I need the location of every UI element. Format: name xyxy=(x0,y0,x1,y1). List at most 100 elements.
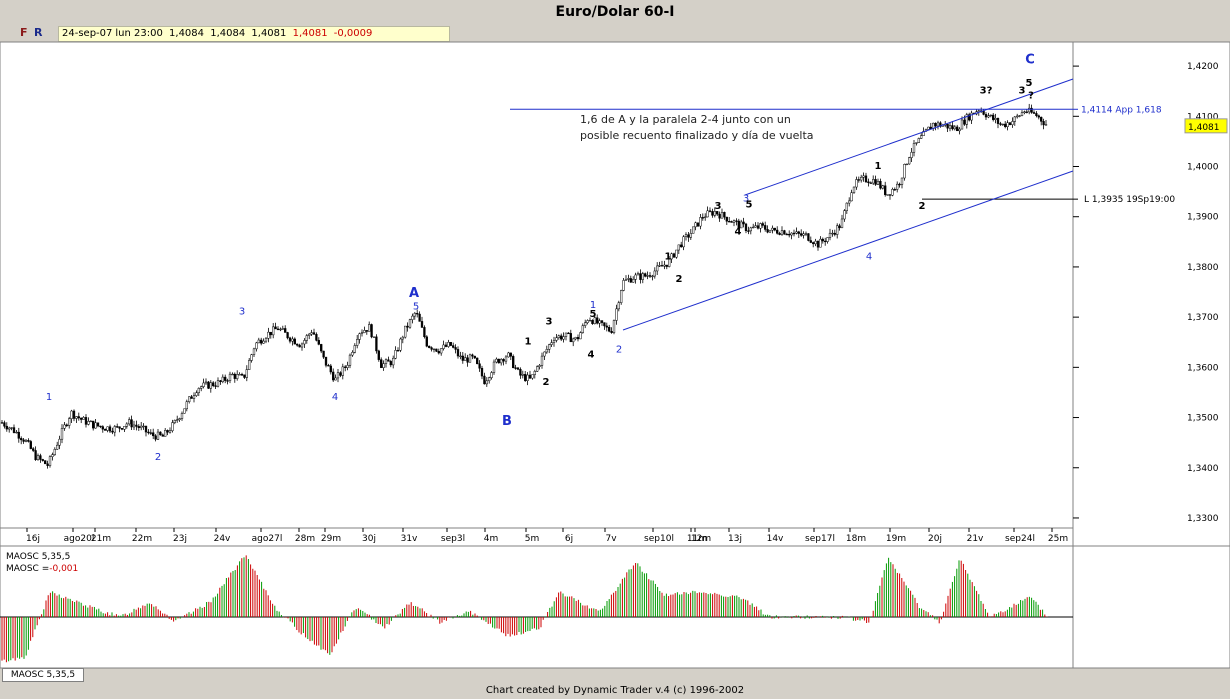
candle-body xyxy=(401,336,404,340)
candle-body xyxy=(689,233,692,238)
candle-body xyxy=(48,456,52,466)
candle-body xyxy=(399,338,402,351)
candle-body xyxy=(946,123,949,129)
candle-body xyxy=(372,336,376,338)
candle-body xyxy=(550,342,553,345)
candle-body xyxy=(80,417,83,420)
candle-body xyxy=(845,202,848,211)
candle-body xyxy=(936,122,940,127)
candle-body xyxy=(780,230,784,235)
y-tick-label: 1,4000 xyxy=(1187,163,1219,173)
candle-body xyxy=(567,332,570,335)
candle-body xyxy=(996,118,1000,124)
candle-body xyxy=(1025,111,1028,113)
candle-body xyxy=(166,430,169,433)
oscillator-tab[interactable]: MAOSC 5,35,5 xyxy=(2,668,84,682)
candle-body xyxy=(413,313,416,317)
x-tick-label: 29m xyxy=(321,534,341,544)
candle-body xyxy=(437,351,440,354)
candle-body xyxy=(888,194,892,196)
f-button[interactable]: F xyxy=(20,26,28,39)
candle-body xyxy=(416,313,419,315)
candle-body xyxy=(255,342,258,350)
x-tick-label: 4m xyxy=(484,534,499,544)
x-tick-label: 20j xyxy=(928,534,942,544)
candle-body xyxy=(108,426,112,432)
candle-body xyxy=(740,221,743,229)
candle-body xyxy=(886,194,889,196)
candle-body xyxy=(636,273,640,276)
candle-body xyxy=(228,373,232,381)
candle-body xyxy=(572,338,575,343)
candle-body xyxy=(852,186,856,193)
candle-body xyxy=(965,114,968,125)
candle-body xyxy=(317,340,320,345)
quote-change: -0,0009 xyxy=(333,28,373,39)
candle-body xyxy=(214,385,217,387)
candle-body xyxy=(917,138,920,143)
x-tick-label: 14v xyxy=(767,534,784,544)
candle-body xyxy=(408,319,412,328)
candle-body xyxy=(226,380,229,382)
candle-body xyxy=(389,361,392,366)
candle-body xyxy=(516,367,520,370)
wave-label: B xyxy=(502,414,512,429)
candle-body xyxy=(1028,107,1031,113)
candle-body xyxy=(159,431,162,436)
candle-body xyxy=(809,240,812,243)
candle-body xyxy=(1011,121,1014,126)
candle-body xyxy=(968,114,971,121)
candle-body xyxy=(910,151,913,158)
candle-body xyxy=(485,380,488,385)
wave-label: 1 xyxy=(590,300,596,311)
candle-body xyxy=(584,322,587,326)
candle-body xyxy=(598,320,601,324)
candle-body xyxy=(168,430,172,433)
x-tick-label: 7v xyxy=(605,534,617,544)
candle-body xyxy=(171,422,174,431)
candle-body xyxy=(120,428,124,430)
candle-body xyxy=(615,308,618,321)
candle-body xyxy=(1018,115,1021,117)
candle-body xyxy=(240,374,244,376)
candle-body xyxy=(694,222,697,228)
candle-body xyxy=(46,463,49,466)
candle-body xyxy=(843,210,846,220)
candle-body xyxy=(99,425,102,428)
wave-label: A xyxy=(409,286,419,301)
candle-body xyxy=(20,438,23,441)
candle-body xyxy=(27,440,30,442)
candle-body xyxy=(164,430,167,437)
x-tick-label: 24v xyxy=(214,534,231,544)
candle-body xyxy=(454,347,457,350)
candle-body xyxy=(58,438,61,446)
candle-body xyxy=(713,211,716,216)
candle-body xyxy=(1030,107,1033,113)
candle-body xyxy=(1040,116,1043,122)
annotation-note-box: 1,6 de A y la paralela 2-4 junto con un … xyxy=(580,113,814,142)
candle-body xyxy=(596,317,599,324)
candle-body xyxy=(632,279,635,283)
candle-body xyxy=(504,356,508,362)
r-button[interactable]: R xyxy=(34,26,43,39)
candle-body xyxy=(92,420,95,429)
candle-body xyxy=(860,177,863,181)
candle-body xyxy=(156,431,160,440)
candle-body xyxy=(545,349,548,353)
candle-body xyxy=(358,333,361,340)
candle-body xyxy=(142,425,145,428)
candle-body xyxy=(929,126,932,129)
candle-body xyxy=(792,232,796,235)
candle-body xyxy=(468,354,472,363)
candle-body xyxy=(831,232,834,235)
candle-body xyxy=(785,233,788,236)
candle-body xyxy=(840,218,844,229)
x-tick-label: 21v xyxy=(967,534,984,544)
candle-body xyxy=(742,221,745,225)
candle-body xyxy=(646,275,649,277)
osc-name-label: MAOSC 5,35,5 xyxy=(6,552,70,562)
candle-body xyxy=(147,431,150,434)
quote-readout: 24-sep-07 lun 23:00 1,4084 1,4084 1,4081 … xyxy=(58,26,450,42)
candle-body xyxy=(128,419,131,425)
